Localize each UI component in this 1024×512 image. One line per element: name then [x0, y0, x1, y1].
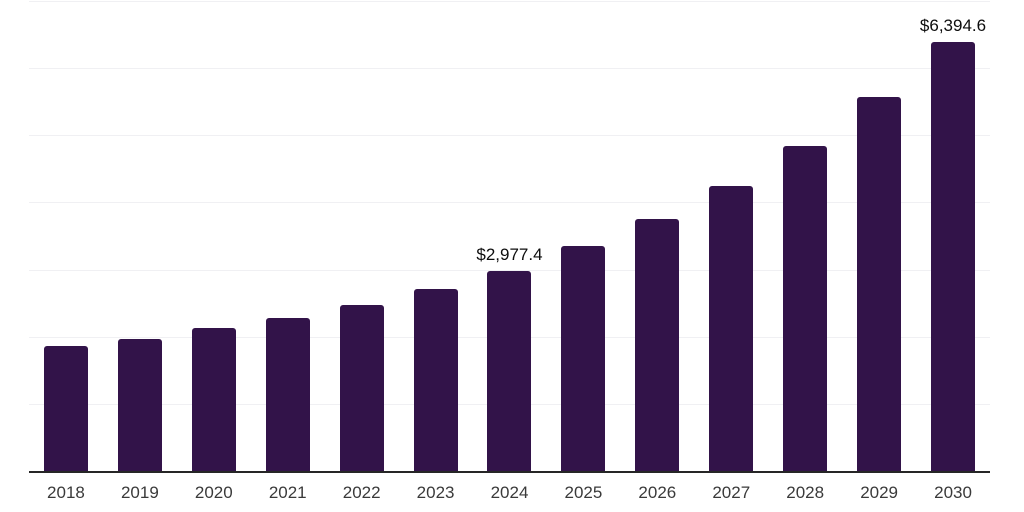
band-2027	[694, 1, 768, 471]
x-tick-2029: 2029	[860, 483, 899, 502]
gridline-3000	[29, 269, 990, 271]
bar-2018	[43, 346, 88, 471]
bar-2027	[709, 185, 754, 471]
band-2019	[103, 1, 177, 471]
x-tick-2019: 2019	[120, 483, 159, 502]
bar-2019	[117, 338, 162, 471]
band-2030: $6,394.6	[916, 1, 990, 471]
band-2029	[842, 1, 916, 471]
band-2026	[620, 1, 694, 471]
x-tick-2028: 2028	[786, 483, 825, 502]
bar-2020	[191, 328, 236, 471]
x-tick-2020: 2020	[194, 483, 233, 502]
x-tick-2023: 2023	[416, 483, 455, 502]
band-2021	[251, 1, 325, 471]
plot-area: $2,977.4 $6,394.6	[29, 1, 990, 473]
gridline-7000	[29, 1, 990, 2]
x-tick-2021: 2021	[268, 483, 307, 502]
bar-2023	[413, 289, 458, 471]
x-tick-2026: 2026	[638, 483, 677, 502]
gridline-6000	[29, 68, 990, 70]
bar-2021	[265, 318, 310, 471]
band-2022	[325, 1, 399, 471]
x-tick-2030: 2030	[934, 483, 972, 502]
bar-2028	[783, 146, 828, 471]
bar-2025	[561, 245, 606, 471]
bar-2026	[635, 218, 680, 471]
x-tick-2022: 2022	[342, 483, 381, 502]
x-axis-tick-labels: 2018 2019 2020 2021 2022 2023 2024 2025 2026 2027…	[29, 482, 990, 503]
band-2028	[768, 1, 842, 471]
gridline-4000	[29, 202, 990, 204]
x-tick-2027: 2027	[712, 483, 751, 502]
x-tick-2024: 2024	[490, 483, 529, 502]
bar-2022	[339, 305, 384, 471]
x-tick-2025: 2025	[564, 483, 603, 502]
band-2020	[177, 1, 251, 471]
band-2018	[29, 1, 103, 471]
band-2024: $2,977.4	[473, 1, 547, 471]
x-tick-2018: 2018	[47, 483, 85, 502]
bar-2030	[931, 41, 976, 471]
band-2025	[546, 1, 620, 471]
bar-2024	[487, 271, 532, 471]
gridline-5000	[29, 135, 990, 137]
band-2023	[399, 1, 473, 471]
data-label-2024: $2,977.4	[476, 245, 543, 265]
data-label-2030: $6,394.6	[919, 15, 987, 35]
bar-2029	[857, 97, 902, 471]
